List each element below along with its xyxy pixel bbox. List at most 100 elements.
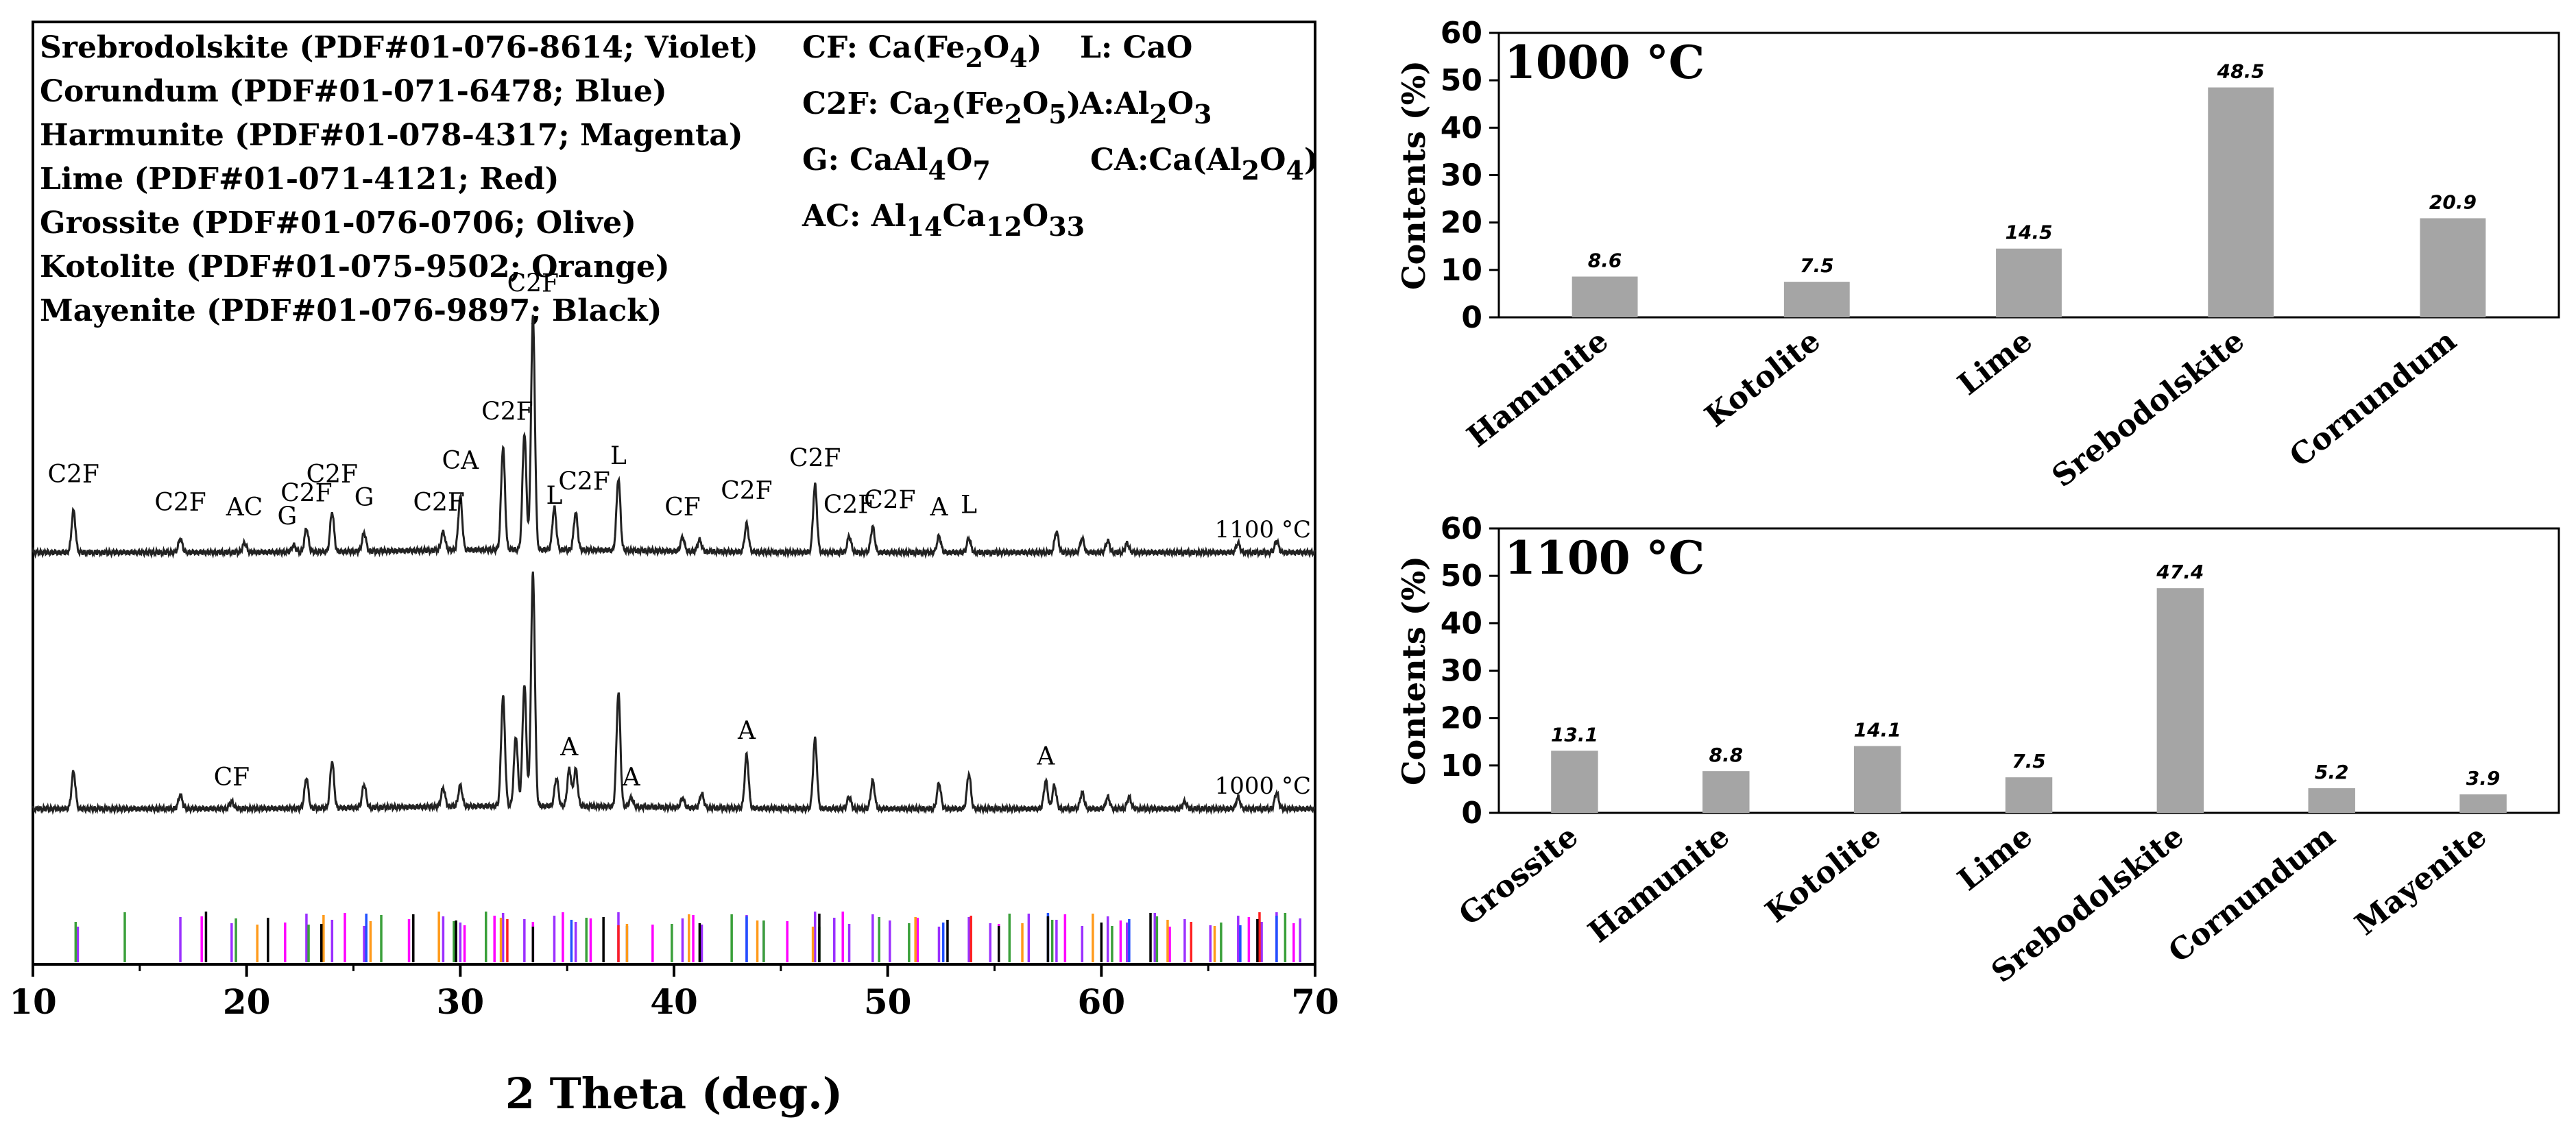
bar-value-label: 14.5: [2005, 221, 2052, 244]
y-tick-label: 20: [1441, 701, 1482, 736]
category-label: Kotolite: [1698, 323, 1827, 434]
abbreviation-text: O: [946, 143, 972, 178]
legend-line: Grossite (PDF#01-076-0706; Olive): [40, 206, 636, 241]
abbreviation-subscript: 7: [972, 155, 990, 186]
xrd-x-axis-label: 2 Theta (deg.): [505, 1069, 843, 1119]
abbreviation-subscript: 33: [1048, 211, 1085, 242]
abbreviation-text: AC: Al: [802, 199, 906, 234]
abbreviation-cf: CF: Ca(Fe2O4): [802, 30, 1042, 73]
bar-chart-1100: 0 10 20 30 40 50 60 Contents (%) 1100 °C 13.1 Gros…: [1395, 511, 2560, 990]
bar-lime: [2005, 777, 2053, 813]
legend-line: Corundum (PDF#01-071-6478; Blue): [40, 74, 667, 109]
abbreviation-text: O: [983, 30, 1009, 65]
y-tick-label: 60: [1441, 511, 1482, 546]
bar-srebodolskite: [2156, 588, 2204, 813]
peak-label: C2F: [47, 461, 99, 489]
bar-value-label: 48.5: [2217, 60, 2265, 83]
bar-value-label: 13.1: [1551, 723, 1598, 746]
peak-label: C2F: [413, 489, 464, 517]
bar-value-label: 20.9: [2429, 191, 2477, 213]
category-label: Hamunite: [1460, 323, 1615, 454]
bar-cornundum: [2420, 218, 2486, 317]
abbreviation-a: A:Al2O3: [1079, 86, 1212, 130]
abbreviation-text: O: [1168, 86, 1194, 121]
peak-label: C2F: [507, 269, 559, 297]
category-label: Srebodolskite: [2046, 323, 2251, 494]
x-tick-label: 30: [437, 981, 485, 1022]
peak-label: L: [610, 442, 627, 470]
bar-cornundum: [2308, 788, 2355, 813]
abbreviation-subscript: 2: [1149, 99, 1167, 130]
bar-value-label: 7.5: [2012, 750, 2046, 772]
abbreviation-subscript: 3: [1194, 99, 1212, 130]
category-label: Grossite: [1453, 818, 1585, 932]
bar-value-label: 7.5: [1800, 254, 1834, 277]
peak-label: C2F: [789, 444, 841, 472]
abbreviation-text: CA:Ca(Al: [1090, 143, 1242, 178]
category-label: Cornundum: [2283, 323, 2463, 474]
peak-label: C2F: [823, 491, 875, 519]
y-tick-label: 0: [1461, 796, 1482, 831]
peak-label: C2F: [306, 461, 358, 489]
peak-label: A: [622, 764, 641, 792]
peak-label: C2F: [280, 479, 332, 507]
abbreviation-text: L: CaO: [1080, 30, 1192, 65]
y-tick-label: 40: [1441, 606, 1482, 641]
category-label: Lime: [1951, 323, 2039, 402]
pattern-temperature-label: 1100 °C: [1215, 516, 1311, 544]
reference-pattern-sticks: [74, 912, 1301, 962]
bar-value-label: 14.1: [1854, 718, 1901, 741]
y-axis-label: Contents (%): [1395, 556, 1432, 785]
peak-label: C2F: [864, 487, 915, 515]
legend-line: Srebrodolskite (PDF#01-076-8614; Violet): [40, 30, 758, 65]
bar-value-label: 3.9: [2466, 767, 2501, 790]
peak-label: G: [354, 484, 374, 512]
abbreviation-subscript: 14: [906, 211, 943, 242]
legend-line: Kotolite (PDF#01-075-9502; Orange): [40, 249, 670, 284]
y-tick-label: 60: [1441, 16, 1482, 51]
pattern-line-1000: [32, 571, 1316, 816]
bar-mayenite: [2459, 794, 2507, 813]
bar-kotolite: [1783, 282, 1850, 317]
bar-srebodolskite: [2208, 87, 2274, 318]
abbreviation-subscript: 4: [928, 155, 946, 186]
abbreviation-subscript: 2: [932, 99, 950, 130]
peak-label: A: [559, 733, 579, 761]
pattern-line-1100: [32, 315, 1316, 559]
y-tick-label: 10: [1441, 253, 1482, 288]
legend-line: Lime (PDF#01-071-4121; Red): [40, 162, 559, 197]
y-tick-label: 20: [1441, 206, 1482, 241]
bar-grossite: [1551, 750, 1598, 813]
abbreviation-text: ): [1304, 143, 1319, 178]
pattern-temperature-label: 1000 °C: [1215, 772, 1311, 800]
abbreviation-text: CF: Ca(Fe: [802, 30, 965, 65]
peak-label: A: [929, 493, 948, 522]
abbreviation-text: A:Al: [1079, 86, 1149, 121]
abbreviation-text: Ca: [942, 199, 986, 234]
abbreviation-g: G: CaAl4O7: [802, 143, 991, 186]
peak-label: L: [546, 482, 563, 510]
abbreviation-subscript: 4: [1009, 42, 1027, 73]
y-tick-label: 50: [1441, 63, 1482, 98]
category-label: Lime: [1951, 818, 2039, 897]
y-tick-label: 50: [1441, 559, 1482, 594]
bar-lime: [1996, 248, 2062, 317]
abbreviation-c2f: C2F: Ca2(Fe2O5): [802, 86, 1081, 130]
peak-label: C2F: [481, 398, 533, 426]
bar-value-label: 47.4: [2156, 561, 2204, 583]
category-label: Mayenite: [2348, 818, 2493, 942]
peak-label: CF: [664, 493, 701, 522]
peak-label: L: [961, 491, 977, 519]
abbreviation-text: O: [1022, 199, 1048, 234]
bar-value-label: 5.2: [2315, 761, 2349, 783]
y-tick-label: 30: [1441, 654, 1482, 689]
x-tick-label: 20: [223, 981, 271, 1022]
bar-hamunite: [1572, 276, 1638, 317]
abbreviation-subscript: 2: [1242, 155, 1260, 186]
abbreviation-ca: CA:Ca(Al2O4): [1090, 143, 1319, 186]
abbreviation-subscript: 2: [965, 42, 983, 73]
y-axis-label: Contents (%): [1395, 60, 1432, 290]
abbreviation-text: ): [1028, 30, 1042, 65]
